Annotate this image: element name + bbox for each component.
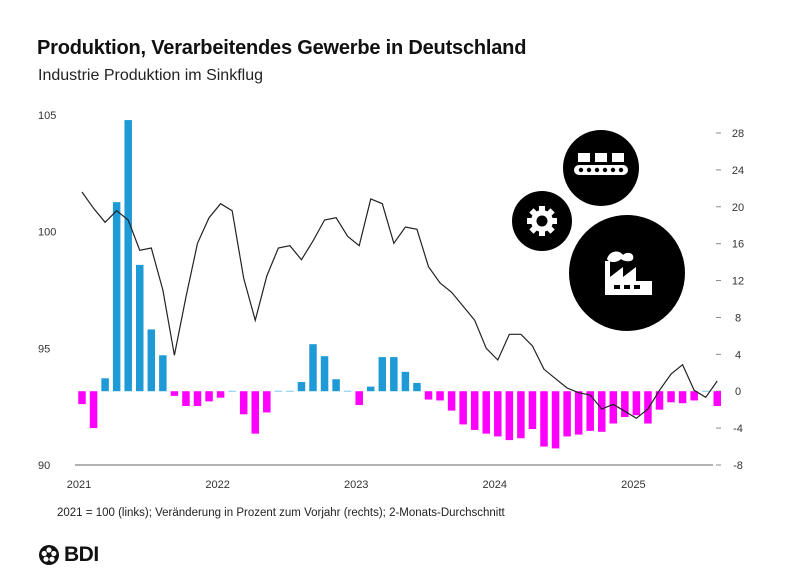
bar [309, 344, 317, 392]
x-tick-label: 2023 [344, 479, 368, 491]
bar [667, 391, 675, 403]
logo-text: BDI [64, 543, 99, 566]
bar [713, 391, 721, 406]
bar [505, 391, 514, 441]
right-tick-label: 12 [732, 276, 744, 288]
bar [193, 391, 202, 406]
bar [332, 379, 340, 392]
left-tick-label: 90 [38, 460, 50, 472]
bar [413, 382, 421, 392]
bar [551, 391, 560, 449]
bar [216, 391, 225, 398]
bar [355, 391, 363, 406]
bar [239, 391, 248, 415]
bar [263, 391, 271, 413]
bar [574, 391, 583, 435]
x-axis: 2021 2022 2023 2024 2025 [67, 479, 646, 491]
bar [251, 391, 259, 434]
bar [540, 391, 548, 447]
bar [78, 391, 86, 405]
chart-footnote: 2021 = 100 (links); Veränderung in Proze… [57, 507, 505, 519]
bar [136, 264, 144, 392]
gear-icon [512, 191, 572, 251]
bar [424, 391, 433, 400]
bar [112, 202, 121, 392]
right-tick-label: 20 [732, 202, 744, 214]
bar [621, 391, 629, 418]
bar [401, 371, 410, 392]
bar [182, 391, 190, 406]
bar [678, 391, 687, 404]
right-tick-label: -8 [733, 460, 743, 472]
bar [482, 391, 490, 434]
bar [459, 391, 467, 425]
left-tick-label: 105 [38, 110, 56, 122]
bar [297, 382, 306, 392]
x-tick-label: 2025 [621, 479, 645, 491]
bdi-emblem-icon [39, 545, 59, 565]
right-tick-label: 8 [735, 312, 741, 324]
chart-title: Produktion, Verarbeitendes Gewerbe in De… [37, 37, 527, 59]
conveyor-belt-icon [563, 130, 639, 206]
bar [101, 378, 109, 392]
bar [228, 390, 236, 392]
bar [563, 391, 571, 437]
bar [517, 391, 525, 439]
bar [470, 391, 479, 430]
bar [447, 391, 456, 411]
index-line [81, 191, 718, 420]
right-tick-label: 4 [735, 349, 741, 361]
bar [701, 390, 710, 392]
right-tick-label: 28 [732, 128, 744, 140]
x-tick-label: 2022 [205, 479, 229, 491]
bar [436, 391, 444, 401]
bar [632, 391, 641, 416]
left-axis: 90 95 100 105 [38, 110, 56, 472]
bar [586, 391, 594, 431]
bar [655, 391, 664, 410]
bar [644, 391, 652, 424]
factory-icon [569, 215, 685, 331]
bar [343, 390, 352, 392]
bar [528, 391, 537, 430]
bar [286, 390, 294, 392]
right-tick-label: 0 [735, 386, 741, 398]
bar [124, 120, 132, 392]
right-tick-label: -4 [733, 423, 743, 435]
bar [89, 391, 98, 429]
bdi-logo: BDI [38, 543, 99, 567]
chart-subtitle: Industrie Produktion im Sinkflug [38, 67, 263, 84]
bar [205, 391, 213, 402]
bar [609, 391, 618, 424]
bar [378, 357, 387, 392]
right-tick-label: 24 [732, 165, 744, 177]
x-tick-label: 2024 [483, 479, 507, 491]
bar [320, 356, 329, 392]
x-tick-label: 2021 [67, 479, 91, 491]
bar [170, 391, 179, 396]
bar [494, 391, 502, 437]
right-tick-label: 16 [732, 239, 744, 251]
bar [390, 357, 398, 392]
bar [690, 391, 698, 401]
left-tick-label: 95 [38, 343, 50, 355]
bar [598, 391, 606, 432]
bar [367, 386, 375, 392]
bar [274, 390, 283, 392]
bar [147, 329, 156, 392]
bar-series [78, 120, 721, 449]
bar [159, 355, 167, 392]
left-tick-label: 100 [38, 227, 56, 239]
right-axis: -8 -4 0 4 8 12 16 20 24 28 [716, 128, 744, 472]
